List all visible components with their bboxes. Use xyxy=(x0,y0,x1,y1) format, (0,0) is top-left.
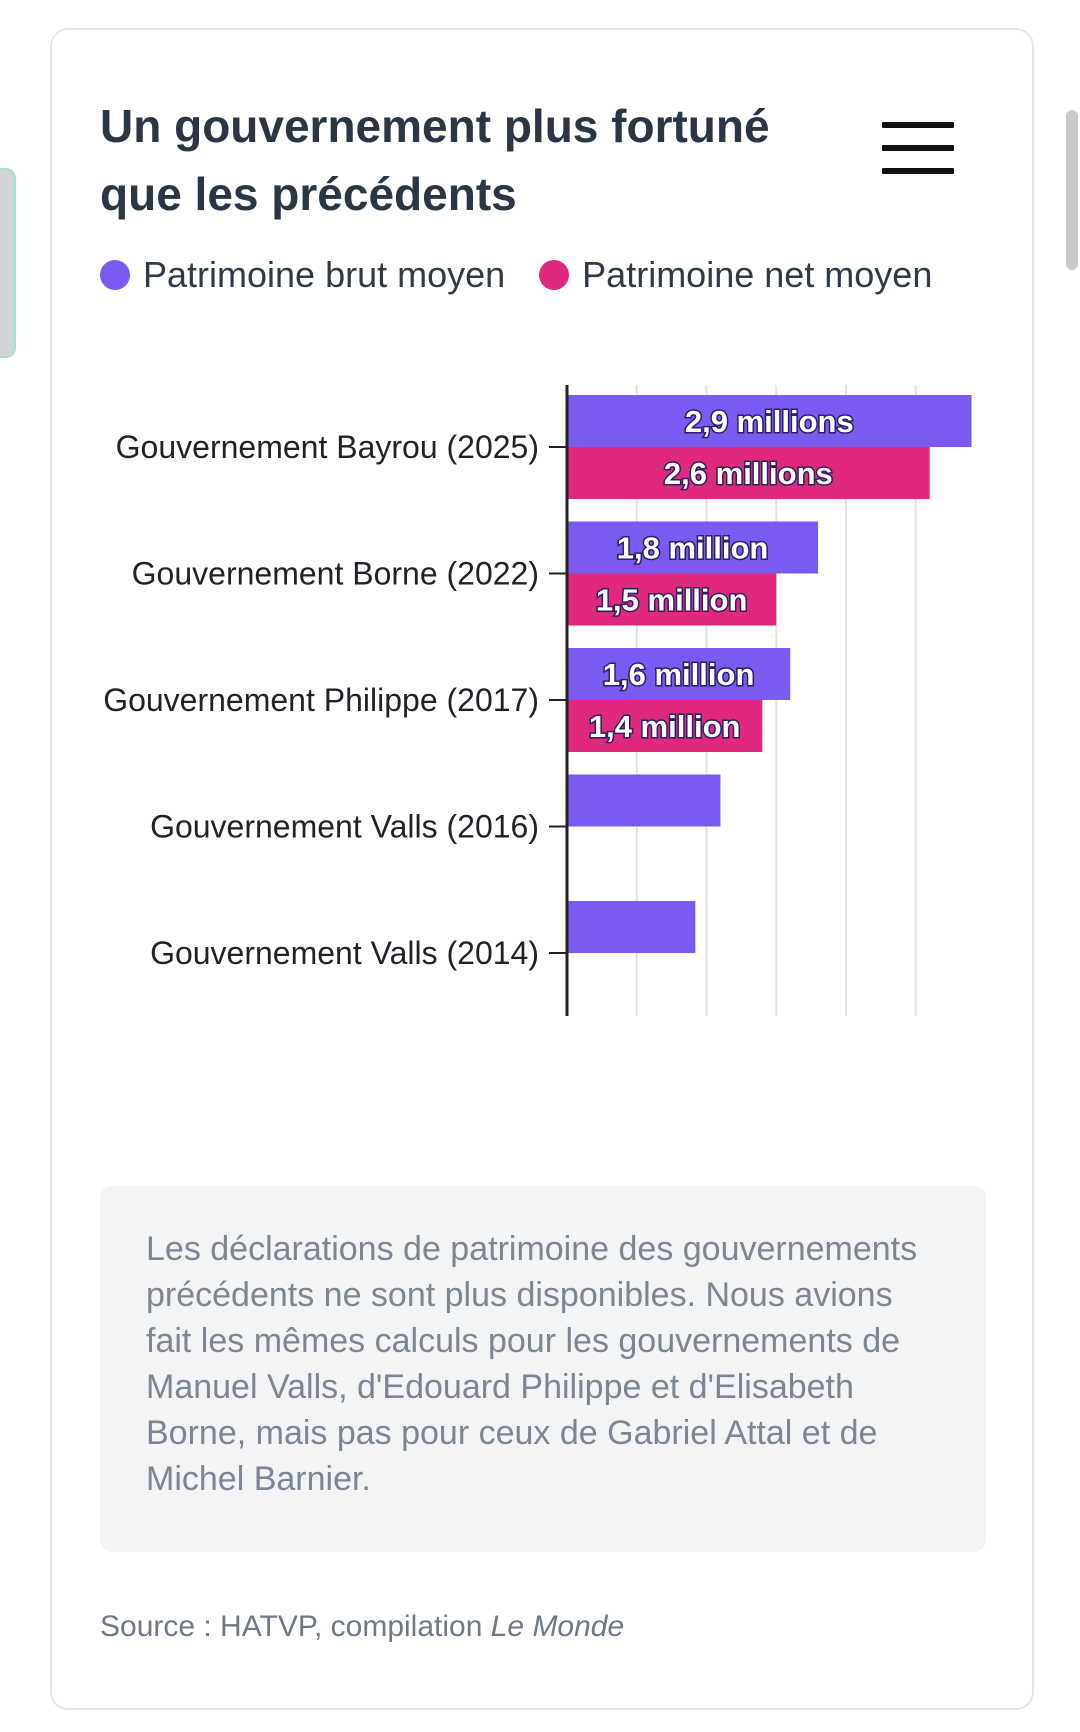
legend-swatch-net xyxy=(539,260,570,290)
bar-brut-0 xyxy=(567,395,972,447)
legend-item-net: Patrimoine net moyen xyxy=(539,254,932,296)
bar-brut-4 xyxy=(567,901,696,953)
scrollbar-thumb[interactable] xyxy=(1066,110,1078,270)
category-label-2: Gouvernement Philippe (2017) xyxy=(103,682,539,718)
bar-brut-3 xyxy=(567,774,721,827)
category-label-4: Gouvernement Valls (2014) xyxy=(150,935,539,971)
info-note: Les déclarations de patrimoine des gouve… xyxy=(100,1186,986,1552)
source-line: Source : HATVP, compilation Le Monde xyxy=(100,1610,624,1644)
legend-item-brut: Patrimoine brut moyen xyxy=(100,254,505,296)
legend-swatch-brut xyxy=(100,260,130,290)
chart-title: Un gouvernement plus fortuné que les pré… xyxy=(100,100,770,220)
side-panel-tab[interactable] xyxy=(0,168,16,358)
bar-net-0 xyxy=(567,447,930,499)
legend-label-brut: Patrimoine brut moyen xyxy=(143,254,506,295)
source-publication: Le Monde xyxy=(490,1610,625,1643)
category-label-0: Gouvernement Bayrou (2025) xyxy=(116,429,539,465)
bar-brut-1 xyxy=(567,521,819,574)
bar-net-1 xyxy=(567,573,777,626)
data-label-brut-2: 1,6 million xyxy=(603,657,755,692)
category-label-1: Gouvernement Borne (2022) xyxy=(132,556,539,592)
info-note-text: Les déclarations de patrimoine des gouve… xyxy=(146,1230,918,1498)
data-label-brut-1: 1,8 million xyxy=(617,531,769,566)
data-label-brut-0: 2,9 millions xyxy=(685,404,854,439)
bar-chart: 2,9 millions 2,6 millions Gouvernement Bay… xyxy=(103,385,972,1016)
data-label-net-1: 1,5 million xyxy=(596,583,748,618)
category-label-3: Gouvernement Valls (2016) xyxy=(150,809,539,845)
data-label-net-0: 2,6 millions xyxy=(664,456,833,491)
menu-button[interactable] xyxy=(882,122,954,174)
bar-net-2 xyxy=(567,700,763,752)
legend-label-net: Patrimoine net moyen xyxy=(582,254,933,295)
bar-brut-2 xyxy=(567,648,791,700)
source-prefix: Source : HATVP, compilation xyxy=(100,1610,491,1643)
chart-legend: Patrimoine brut moyen Patrimoine net moy… xyxy=(100,252,966,298)
data-label-net-2: 1,4 million xyxy=(589,709,741,744)
